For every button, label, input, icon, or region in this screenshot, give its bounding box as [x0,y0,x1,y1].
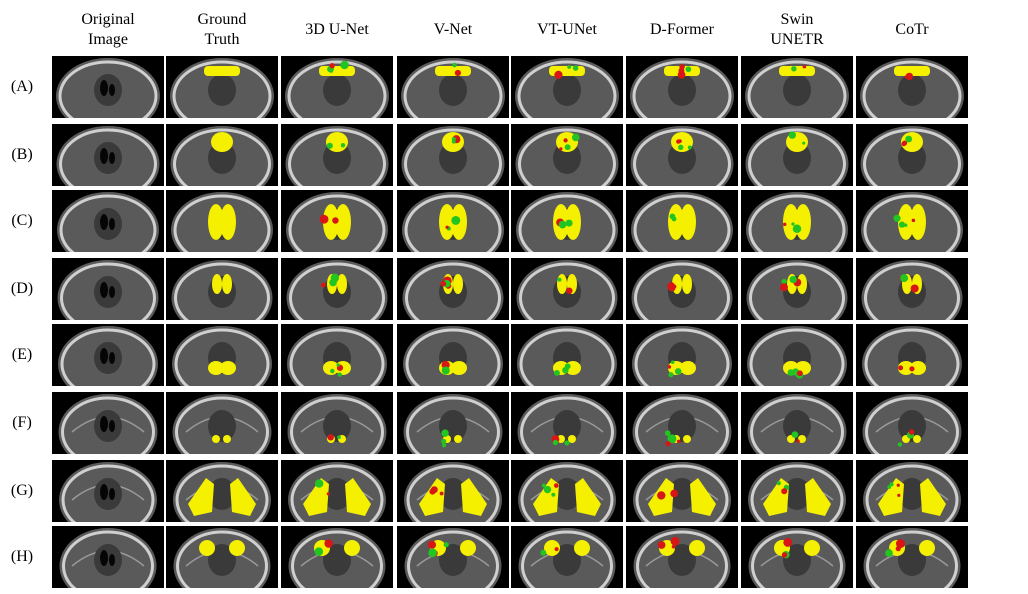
ct-slice-image [52,324,164,386]
ct-slice-image [856,392,968,454]
ct-slice-image [166,190,278,252]
ct-slice-image [281,392,393,454]
ct-slice-image [397,526,509,588]
ct-slice-image [626,392,738,454]
column-header: V-Net [433,21,473,38]
ct-slice-image [511,258,623,320]
ct-slice-image [856,56,968,118]
ct-slice-image [741,258,853,320]
row-label: (F) [12,414,32,431]
ct-slice-image [626,460,738,522]
ct-slice-image [511,56,623,118]
ct-slice-image [511,460,623,522]
column-header: Original Image [81,11,135,48]
ct-slice-image [166,392,278,454]
ct-slice-image [52,56,164,118]
ct-slice-image [397,392,509,454]
ct-slice-image [166,460,278,522]
ct-slice-image [166,258,278,320]
ct-slice-image [856,324,968,386]
ct-slice-image [741,526,853,588]
column-header: 3D U-Net [305,21,369,38]
column-header: VT-UNet [537,21,597,38]
ct-slice-image [52,258,164,320]
ct-slice-image [626,124,738,186]
ct-slice-image [281,526,393,588]
column-header: Swin UNETR [770,11,824,48]
ct-slice-image [397,460,509,522]
ct-slice-image [741,460,853,522]
row-label: (C) [11,212,33,229]
row-label: (D) [10,280,34,297]
ct-slice-image [856,124,968,186]
ct-slice-image [397,190,509,252]
ct-slice-image [741,56,853,118]
ct-slice-image [166,56,278,118]
ct-slice-image [626,324,738,386]
ct-slice-image [281,258,393,320]
ct-slice-image [397,124,509,186]
ct-slice-image [397,324,509,386]
row-label: (A) [10,78,34,95]
ct-slice-image [626,56,738,118]
row-label: (B) [11,146,33,163]
ct-slice-image [741,190,853,252]
column-header: D-Former [650,21,714,38]
ct-slice-image [626,526,738,588]
ct-slice-image [281,324,393,386]
ct-slice-image [626,190,738,252]
ct-slice-image [397,56,509,118]
row-label: (E) [11,346,33,363]
ct-slice-image [52,460,164,522]
ct-slice-image [626,258,738,320]
ct-slice-image [511,124,623,186]
ct-slice-image [166,526,278,588]
row-label: (H) [10,548,34,565]
ct-slice-image [856,190,968,252]
ct-slice-image [281,56,393,118]
ct-slice-image [511,526,623,588]
ct-slice-image [856,526,968,588]
ct-slice-image [741,392,853,454]
ct-slice-image [52,526,164,588]
ct-slice-image [281,124,393,186]
column-header: Ground Truth [197,11,247,48]
ct-slice-image [741,124,853,186]
ct-slice-image [166,324,278,386]
ct-slice-image [856,460,968,522]
ct-slice-image [52,190,164,252]
ct-slice-image [741,324,853,386]
ct-slice-image [397,258,509,320]
ct-slice-image [52,124,164,186]
ct-slice-image [511,392,623,454]
ct-slice-image [856,258,968,320]
ct-slice-image [281,460,393,522]
ct-slice-image [52,392,164,454]
row-label: (G) [10,482,34,499]
ct-slice-image [166,124,278,186]
ct-slice-image [511,190,623,252]
ct-slice-image [511,324,623,386]
column-header: CoTr [895,21,929,38]
ct-slice-image [281,190,393,252]
